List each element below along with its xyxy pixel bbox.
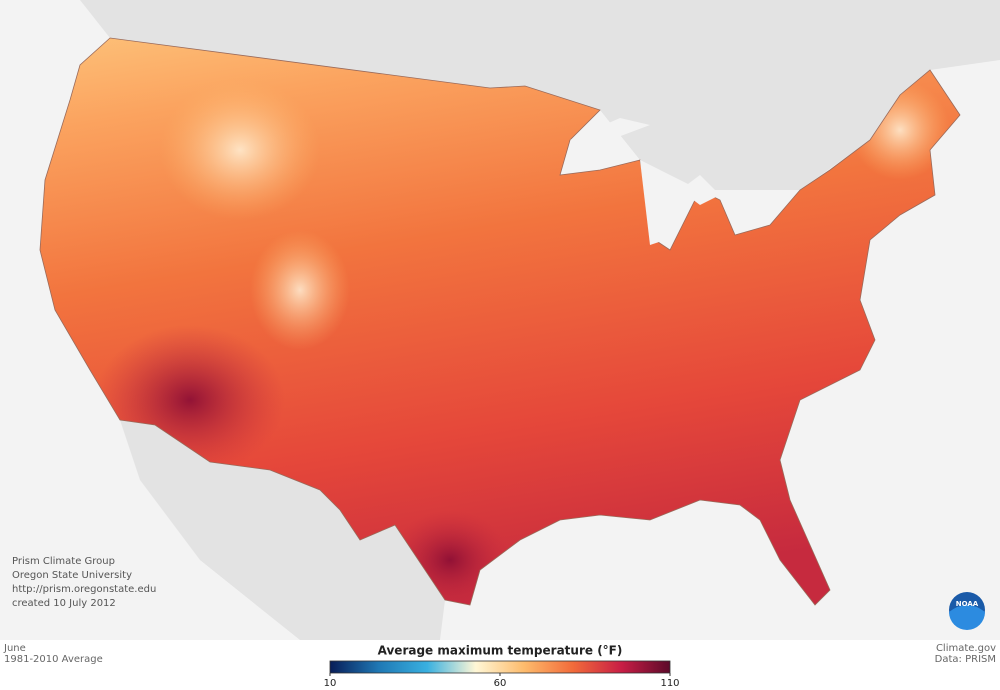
mountain-region [160, 80, 320, 220]
month: June [3, 643, 26, 654]
legend-title: Average maximum temperature (°F) [378, 644, 623, 658]
credit-line: Prism Climate Group [12, 556, 115, 567]
canada [0, 0, 1000, 190]
mexico [120, 420, 445, 640]
credits: Prism Climate Group Oregon State Universi… [12, 556, 156, 609]
colorbar-tick-label: 110 [660, 678, 679, 689]
data-source: Data: PRISM [935, 654, 996, 665]
credit-line: Oregon State University [12, 570, 132, 581]
colorbar-tick-label: 60 [494, 678, 507, 689]
credit-line: http://prism.oregonstate.edu [12, 584, 156, 595]
colorbar [329, 660, 671, 674]
site: Climate.gov [936, 643, 996, 654]
legend: 10 60 110 [324, 660, 680, 689]
normal-period: 1981-2010 Average [4, 654, 103, 665]
noaa-logo-wave [949, 605, 985, 630]
mountain-region [250, 230, 350, 350]
credit-line: created 10 July 2012 [12, 598, 116, 609]
great-lakes [570, 118, 720, 245]
noaa-logo-text: NOAA [956, 600, 979, 608]
colorbar-tick-label: 10 [324, 678, 337, 689]
